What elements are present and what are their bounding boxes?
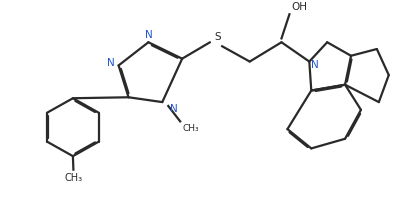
Text: CH₃: CH₃ <box>64 173 83 182</box>
Text: OH: OH <box>292 2 307 12</box>
Text: N: N <box>145 29 152 39</box>
Text: N: N <box>311 60 319 70</box>
Text: CH₃: CH₃ <box>182 123 199 132</box>
Text: S: S <box>215 32 221 42</box>
Text: N: N <box>170 103 178 113</box>
Text: N: N <box>107 57 114 67</box>
